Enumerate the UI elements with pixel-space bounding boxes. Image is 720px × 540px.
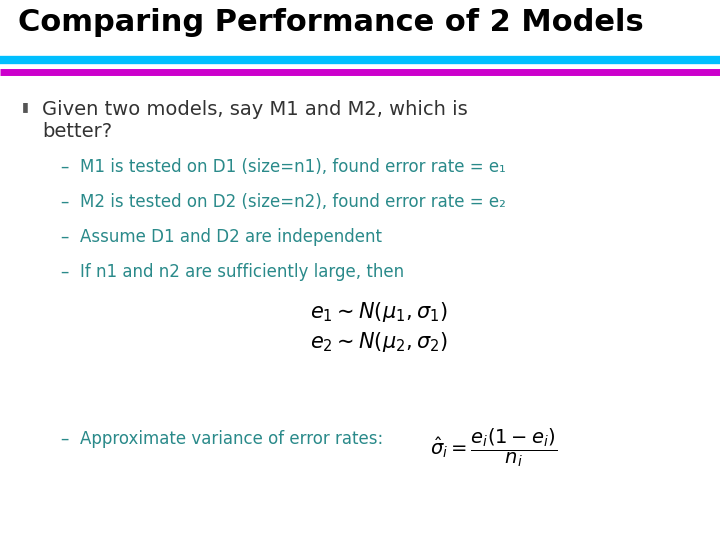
Text: –: – — [60, 158, 68, 176]
Text: If n1 and n2 are sufficiently large, then: If n1 and n2 are sufficiently large, the… — [80, 263, 404, 281]
Text: –: – — [60, 193, 68, 211]
Text: Given two models, say M1 and M2, which is: Given two models, say M1 and M2, which i… — [42, 100, 468, 119]
Text: better?: better? — [42, 122, 112, 141]
Text: $\hat{\sigma}_i = \dfrac{e_i(1-e_i)}{n_i}$: $\hat{\sigma}_i = \dfrac{e_i(1-e_i)}{n_i… — [430, 426, 557, 469]
Text: ▮: ▮ — [22, 100, 29, 113]
Text: –: – — [60, 263, 68, 281]
Text: –: – — [60, 430, 68, 448]
Text: Comparing Performance of 2 Models: Comparing Performance of 2 Models — [18, 8, 644, 37]
Text: M1 is tested on D1 (size=n1), found error rate = e₁: M1 is tested on D1 (size=n1), found erro… — [80, 158, 505, 176]
Text: –: – — [60, 228, 68, 246]
Text: Approximate variance of error rates:: Approximate variance of error rates: — [80, 430, 389, 448]
Text: $e_2 \sim N(\mu_2, \sigma_2)$: $e_2 \sim N(\mu_2, \sigma_2)$ — [310, 330, 448, 354]
Text: Assume D1 and D2 are independent: Assume D1 and D2 are independent — [80, 228, 382, 246]
Text: $e_1 \sim N(\mu_1, \sigma_1)$: $e_1 \sim N(\mu_1, \sigma_1)$ — [310, 300, 448, 324]
Text: M2 is tested on D2 (size=n2), found error rate = e₂: M2 is tested on D2 (size=n2), found erro… — [80, 193, 506, 211]
